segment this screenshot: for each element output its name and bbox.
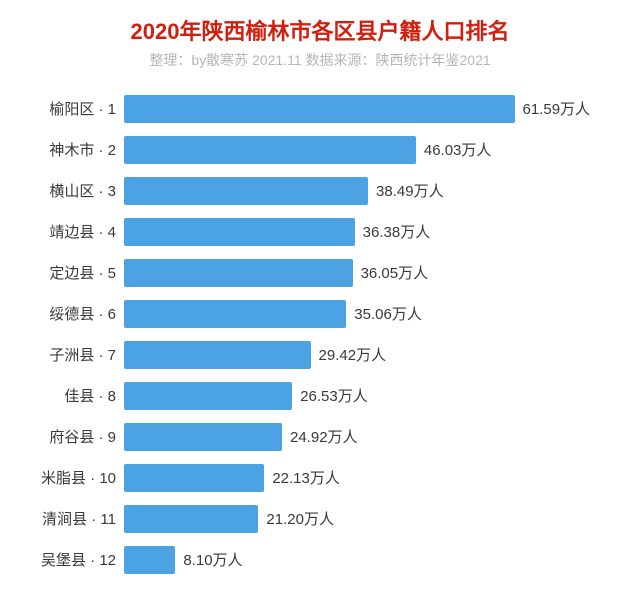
category-label: 府谷县 · 9 [12, 426, 124, 447]
category-label: 靖边县 · 4 [12, 221, 124, 242]
table-row: 米脂县 · 10 22.13万人 [12, 457, 628, 498]
population-bar-chart: 2020年陕西榆林市各区县户籍人口排名 整理：by散寒苏 2021.11 数据来… [0, 0, 640, 600]
value-label: 36.38万人 [363, 221, 431, 242]
value-label: 22.13万人 [272, 467, 340, 488]
bar-zone: 21.20万人 [124, 505, 628, 533]
bar-zone: 36.38万人 [124, 218, 628, 246]
category-label: 清涧县 · 11 [12, 508, 124, 529]
bar [124, 259, 353, 287]
category-label: 绥德县 · 6 [12, 303, 124, 324]
table-row: 定边县 · 5 36.05万人 [12, 252, 628, 293]
category-label: 横山区 · 3 [12, 180, 124, 201]
table-row: 吴堡县 · 12 8.10万人 [12, 539, 628, 580]
bar-zone: 8.10万人 [124, 546, 628, 574]
bar-zone: 29.42万人 [124, 341, 628, 369]
value-label: 46.03万人 [424, 139, 492, 160]
bar-zone: 38.49万人 [124, 177, 628, 205]
category-label: 定边县 · 5 [12, 262, 124, 283]
bar [124, 136, 416, 164]
bar [124, 300, 346, 328]
category-label: 子洲县 · 7 [12, 344, 124, 365]
chart-title: 2020年陕西榆林市各区县户籍人口排名 [12, 14, 628, 46]
bar [124, 464, 264, 492]
bar [124, 505, 258, 533]
bar-zone: 24.92万人 [124, 423, 628, 451]
value-label: 35.06万人 [354, 303, 422, 324]
category-label: 榆阳区 · 1 [12, 98, 124, 119]
value-label: 8.10万人 [183, 549, 242, 570]
category-label: 米脂县 · 10 [12, 467, 124, 488]
category-label: 佳县 · 8 [12, 385, 124, 406]
value-label: 38.49万人 [376, 180, 444, 201]
table-row: 佳县 · 8 26.53万人 [12, 375, 628, 416]
value-label: 24.92万人 [290, 426, 358, 447]
bar [124, 423, 282, 451]
bar [124, 177, 368, 205]
bar-zone: 46.03万人 [124, 136, 628, 164]
bar [124, 382, 292, 410]
table-row: 绥德县 · 6 35.06万人 [12, 293, 628, 334]
value-label: 26.53万人 [300, 385, 368, 406]
bar-zone: 22.13万人 [124, 464, 628, 492]
category-label: 吴堡县 · 12 [12, 549, 124, 570]
value-label: 61.59万人 [523, 98, 591, 119]
table-row: 子洲县 · 7 29.42万人 [12, 334, 628, 375]
table-row: 清涧县 · 11 21.20万人 [12, 498, 628, 539]
chart-subtitle: 整理：by散寒苏 2021.11 数据来源：陕西统计年鉴2021 [12, 50, 628, 70]
bar-zone: 36.05万人 [124, 259, 628, 287]
value-label: 36.05万人 [361, 262, 429, 283]
bar [124, 341, 311, 369]
bar-zone: 61.59万人 [124, 95, 628, 123]
table-row: 榆阳区 · 1 61.59万人 [12, 88, 628, 129]
table-row: 神木市 · 2 46.03万人 [12, 129, 628, 170]
table-row: 府谷县 · 9 24.92万人 [12, 416, 628, 457]
table-row: 靖边县 · 4 36.38万人 [12, 211, 628, 252]
value-label: 21.20万人 [266, 508, 334, 529]
bar [124, 95, 515, 123]
chart-rows: 榆阳区 · 1 61.59万人神木市 · 2 46.03万人横山区 · 3 38.49… [12, 88, 628, 580]
bar [124, 546, 175, 574]
table-row: 横山区 · 3 38.49万人 [12, 170, 628, 211]
bar-zone: 26.53万人 [124, 382, 628, 410]
bar-zone: 35.06万人 [124, 300, 628, 328]
category-label: 神木市 · 2 [12, 139, 124, 160]
bar [124, 218, 355, 246]
value-label: 29.42万人 [319, 344, 387, 365]
